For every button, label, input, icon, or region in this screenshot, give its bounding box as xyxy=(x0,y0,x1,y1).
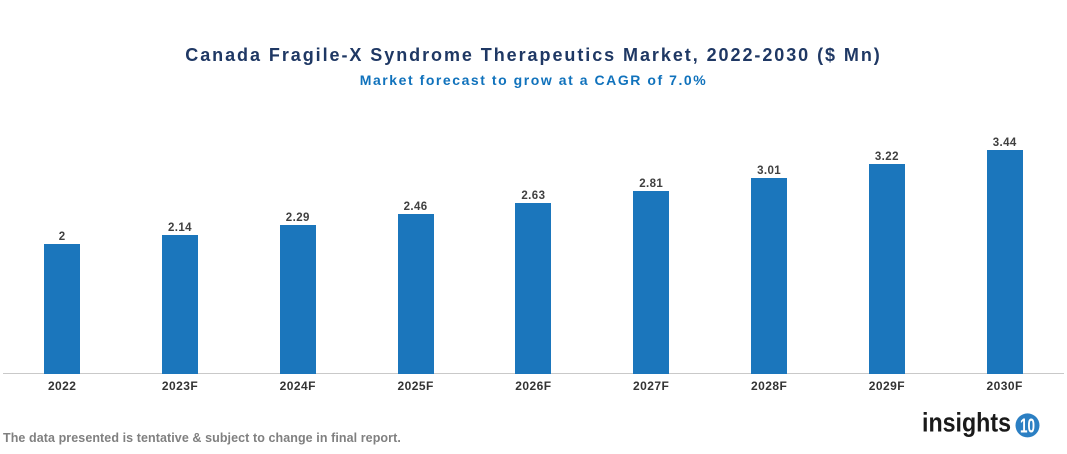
svg-text:10: 10 xyxy=(1020,416,1035,438)
svg-text:insights: insights xyxy=(922,408,1011,438)
